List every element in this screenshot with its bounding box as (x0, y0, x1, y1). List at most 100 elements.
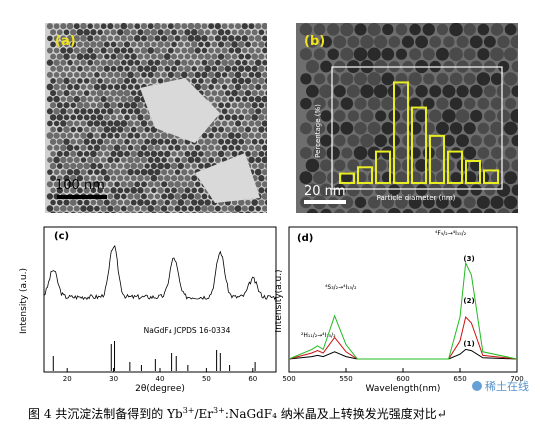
nanoparticle (456, 85, 469, 98)
nanoparticle (76, 162, 84, 170)
nanoparticle (107, 95, 114, 103)
nanoparticle (181, 23, 188, 30)
nanoparticle (120, 169, 127, 176)
nanoparticle (134, 59, 141, 66)
nanoparticle (113, 193, 121, 200)
nanoparticle (211, 77, 218, 85)
nanoparticle (208, 47, 214, 54)
inset-bars (339, 81, 499, 185)
nanoparticle (53, 72, 60, 78)
nanoparticle (134, 144, 141, 151)
panel-d-label: (d) (297, 233, 313, 244)
nanoparticle (262, 47, 267, 54)
nanoparticle (319, 84, 333, 99)
nanoparticle (194, 193, 202, 200)
nanoparticle (497, 60, 510, 73)
nanoparticle (184, 150, 191, 157)
nanoparticle (174, 157, 181, 163)
nanoparticle (96, 138, 104, 145)
nanoparticle (299, 171, 313, 185)
nanoparticle (187, 156, 195, 164)
nanoparticle (415, 208, 428, 213)
nanoparticle (204, 65, 211, 73)
nanoparticle (224, 150, 231, 157)
nanoparticle (388, 36, 401, 48)
nanoparticle (248, 108, 255, 115)
nanoparticle (511, 134, 518, 147)
nanoparticle (90, 77, 97, 85)
nanoparticle (117, 199, 124, 206)
nanoparticle (422, 48, 435, 61)
nanoparticle (224, 78, 231, 84)
nanoparticle (340, 97, 354, 110)
nanoparticle (221, 35, 228, 42)
nanoparticle (137, 29, 144, 36)
nanoparticle (264, 199, 267, 206)
nanoparticle (435, 47, 449, 61)
nanoparticle (154, 181, 161, 188)
nanoparticle (187, 23, 195, 30)
nanoparticle (103, 126, 111, 133)
nanoparticle (123, 28, 131, 36)
nanoparticle (181, 59, 188, 66)
nanoparticle (114, 71, 121, 78)
nanoparticle (191, 211, 197, 213)
nanoparticle (181, 71, 188, 79)
curve-labels: (1) (2) (3) (463, 255, 474, 348)
nanoparticle (463, 72, 476, 85)
nanoparticle (238, 138, 245, 145)
nanoparticle (160, 205, 168, 212)
nanoparticle (63, 114, 70, 121)
nanoparticle (221, 96, 228, 103)
nanoparticle (140, 144, 148, 151)
nanoparticle (147, 156, 154, 163)
nanoparticle (83, 151, 90, 157)
nanoparticle (144, 175, 150, 181)
nanoparticle (224, 114, 231, 121)
annotation-s32: ⁴S₃/₂→⁴I₁₅/₂ (325, 284, 357, 291)
nanoparticle (211, 65, 218, 72)
nanoparticle (255, 83, 262, 91)
nanoparticle (394, 96, 409, 111)
y-axis-label: Intensity (a.u.) (19, 268, 29, 334)
nanoparticle (228, 96, 235, 102)
nanoparticle (67, 72, 73, 78)
nanoparticle (381, 72, 395, 86)
nanoparticle (70, 138, 77, 145)
nanoparticle (154, 205, 161, 212)
nanoparticle (469, 84, 483, 98)
nanoparticle (181, 156, 188, 164)
nanoparticle (147, 181, 154, 188)
nanoparticle (127, 47, 134, 54)
nanoparticle (100, 181, 107, 188)
nanoparticle (504, 171, 518, 185)
nanoparticle (245, 29, 251, 36)
nanoparticle (204, 78, 211, 84)
nanoparticle (299, 23, 313, 36)
nanoparticle (90, 211, 96, 213)
nanoparticle (511, 184, 518, 196)
nanoparticle (422, 23, 435, 36)
nanoparticle (340, 196, 354, 209)
nanoparticle (116, 89, 124, 97)
nanoparticle (228, 59, 235, 66)
nanoparticle (218, 41, 225, 48)
nanoparticle (241, 47, 248, 54)
watermark-logo-icon (472, 381, 482, 391)
nanoparticle (120, 95, 128, 103)
nanoparticle (130, 187, 138, 194)
nanoparticle (130, 138, 137, 145)
nanoparticle (327, 23, 340, 36)
nanoparticle (449, 122, 463, 135)
nanoparticle (127, 108, 134, 115)
nanoparticle (415, 158, 429, 172)
nanoparticle (56, 114, 64, 121)
nanoparticle (130, 90, 137, 96)
nanoparticle (201, 23, 208, 30)
nanoparticle (251, 77, 258, 85)
nanoparticle (211, 53, 218, 60)
nanoparticle (198, 65, 204, 72)
nanoparticle (150, 138, 158, 146)
nanoparticle (83, 53, 90, 60)
nanoparticle (306, 208, 319, 213)
